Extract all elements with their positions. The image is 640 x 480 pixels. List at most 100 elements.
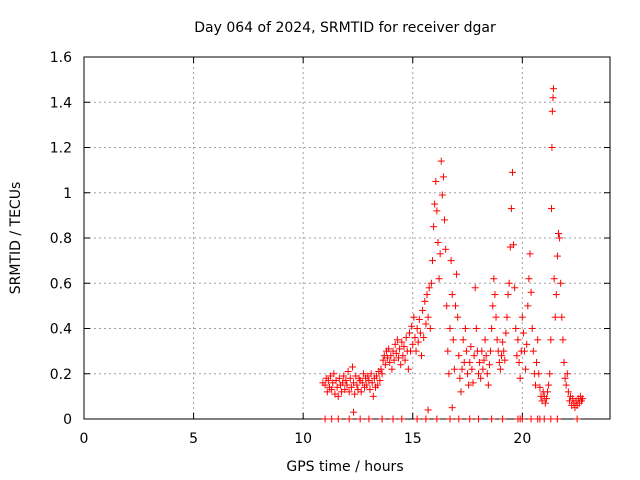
- data-point: [500, 347, 508, 355]
- data-point: [495, 358, 503, 366]
- data-point: [542, 395, 550, 403]
- data-point: [435, 275, 443, 283]
- data-point: [527, 288, 535, 296]
- data-point: [415, 315, 423, 323]
- data-point: [447, 257, 455, 265]
- data-point: [448, 291, 456, 299]
- data-point: [395, 354, 403, 362]
- data-point: [377, 365, 385, 373]
- data-point: [458, 365, 466, 373]
- data-point: [531, 381, 539, 389]
- data-point: [328, 386, 336, 394]
- data-point: [451, 302, 459, 310]
- data-point: [387, 352, 395, 360]
- data-point: [437, 157, 445, 165]
- data-point: [351, 390, 359, 398]
- data-point: [472, 325, 480, 332]
- data-point: [390, 356, 398, 364]
- data-point: [564, 388, 572, 396]
- data-point: [493, 336, 501, 344]
- data-point: [345, 415, 353, 423]
- data-point: [521, 347, 529, 355]
- data-point: [553, 415, 561, 423]
- data-point: [476, 358, 484, 366]
- data-point: [455, 415, 463, 423]
- data-point: [547, 415, 555, 423]
- data-point: [344, 367, 352, 375]
- data-point: [546, 370, 554, 378]
- data-point: [379, 356, 387, 364]
- data-point: [402, 334, 410, 342]
- data-point: [359, 370, 367, 378]
- data-point: [579, 395, 587, 403]
- data-point: [549, 94, 557, 102]
- data-point: [433, 207, 441, 215]
- data-point: [341, 386, 349, 394]
- y-tick-label: 0.6: [50, 276, 72, 292]
- data-point: [487, 347, 495, 355]
- data-point: [503, 313, 511, 321]
- data-point: [548, 107, 556, 115]
- data-point: [553, 252, 561, 260]
- data-point: [490, 275, 498, 283]
- data-point: [418, 352, 426, 360]
- data-point: [456, 374, 464, 382]
- data-point: [505, 279, 513, 287]
- data-point: [562, 381, 570, 389]
- data-point: [479, 365, 487, 373]
- data-point: [439, 173, 447, 181]
- y-tick-label: 0.4: [50, 322, 72, 338]
- x-tick-label: 10: [294, 431, 312, 447]
- data-point: [541, 399, 549, 407]
- data-point: [443, 302, 451, 310]
- data-point: [540, 415, 548, 423]
- data-point: [348, 363, 356, 371]
- data-point: [432, 177, 440, 185]
- data-point: [423, 291, 431, 299]
- data-point: [409, 340, 417, 348]
- data-point: [513, 352, 521, 360]
- data-point: [524, 302, 532, 310]
- data-point: [328, 415, 336, 423]
- data-point: [385, 345, 393, 353]
- data-point: [467, 343, 475, 351]
- data-point: [471, 284, 479, 292]
- data-point: [334, 415, 342, 423]
- data-point: [421, 297, 429, 305]
- data-point: [453, 270, 461, 278]
- data-point: [485, 361, 493, 369]
- data-point: [556, 234, 564, 242]
- data-point: [324, 377, 332, 385]
- data-point: [554, 229, 562, 237]
- data-point: [450, 365, 458, 373]
- data-point: [365, 415, 373, 423]
- data-point: [436, 250, 444, 258]
- data-point: [461, 325, 469, 332]
- data-point: [442, 245, 450, 253]
- data-point: [549, 85, 557, 93]
- data-point: [462, 347, 470, 355]
- data-point: [457, 388, 465, 396]
- data-point: [366, 386, 374, 394]
- data-point: [552, 291, 560, 299]
- data-point: [416, 329, 424, 337]
- data-point: [399, 352, 407, 360]
- data-point: [512, 325, 520, 332]
- data-point: [386, 358, 394, 366]
- data-point: [350, 408, 358, 416]
- data-point: [441, 216, 449, 224]
- data-point: [478, 347, 486, 355]
- data-point: [335, 374, 343, 382]
- data-point: [321, 415, 329, 423]
- data-point: [433, 415, 441, 423]
- data-point: [422, 320, 430, 328]
- data-point: [426, 325, 434, 332]
- data-point: [561, 374, 569, 382]
- data-point: [346, 374, 354, 382]
- data-point: [507, 205, 515, 213]
- data-point: [560, 358, 568, 366]
- data-point: [428, 257, 436, 265]
- data-point: [438, 191, 446, 199]
- data-point: [424, 406, 432, 414]
